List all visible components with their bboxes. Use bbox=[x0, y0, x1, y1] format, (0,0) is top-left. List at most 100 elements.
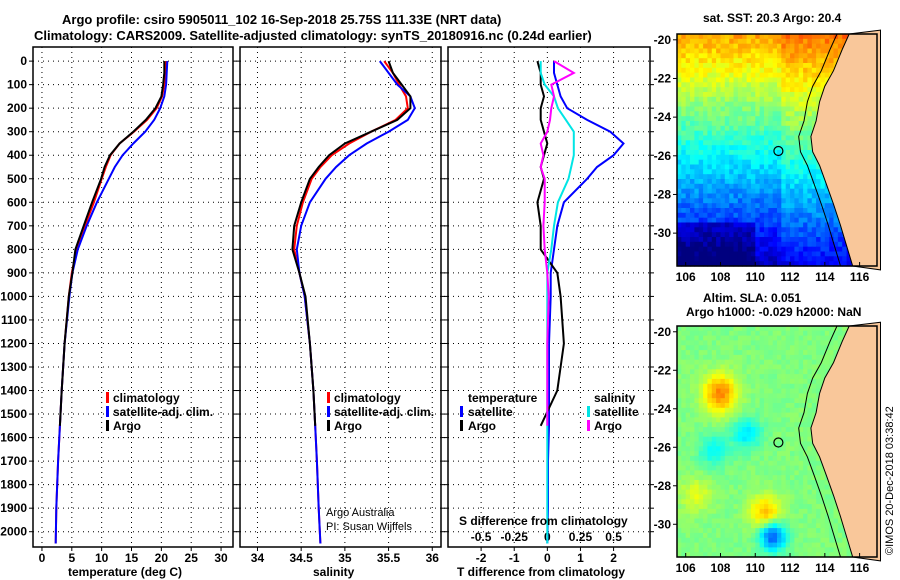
map-cell bbox=[720, 407, 726, 414]
map-cell bbox=[711, 246, 717, 253]
map-cell bbox=[703, 222, 708, 228]
map-cell bbox=[707, 354, 713, 361]
map-cell bbox=[711, 378, 717, 385]
map-cell bbox=[716, 518, 721, 524]
y-tick-label: -24 bbox=[654, 110, 672, 124]
map-cell bbox=[759, 330, 765, 337]
map-cell bbox=[707, 246, 713, 253]
map-cell bbox=[707, 130, 713, 137]
map-cell bbox=[685, 34, 691, 40]
map-cell bbox=[733, 111, 739, 117]
map-cell bbox=[768, 63, 774, 69]
map-cell bbox=[729, 246, 735, 253]
map-cell bbox=[750, 87, 756, 93]
map-cell bbox=[837, 227, 843, 233]
map-cell bbox=[811, 121, 817, 127]
map-cell bbox=[768, 345, 774, 351]
map-cell bbox=[703, 417, 708, 423]
map-cell bbox=[829, 532, 835, 539]
map-cell bbox=[703, 212, 708, 219]
map-cell bbox=[724, 455, 730, 462]
map-cell bbox=[777, 489, 782, 495]
map-cell bbox=[803, 116, 808, 122]
map-cell bbox=[794, 48, 800, 54]
map-cell bbox=[803, 552, 808, 558]
map-cell bbox=[829, 508, 835, 515]
map-cell bbox=[764, 154, 769, 161]
map-cell bbox=[772, 208, 778, 214]
map-cell bbox=[698, 335, 704, 341]
map-cell bbox=[694, 523, 700, 529]
map-cell bbox=[772, 460, 778, 467]
map-cell bbox=[768, 330, 774, 337]
map-cell bbox=[803, 335, 808, 341]
map-cell bbox=[790, 431, 795, 438]
map-cell bbox=[737, 106, 743, 112]
map-cell bbox=[724, 261, 730, 267]
map-cell bbox=[724, 77, 730, 83]
map-cell bbox=[690, 101, 695, 108]
map-cell bbox=[737, 340, 743, 346]
map-cell bbox=[729, 326, 735, 332]
map-cell bbox=[790, 489, 795, 495]
map-cell bbox=[746, 455, 752, 462]
map-cell bbox=[833, 335, 839, 341]
map-cell bbox=[790, 484, 795, 491]
map-cell bbox=[768, 217, 774, 224]
map-cell bbox=[733, 427, 739, 433]
map-cell bbox=[733, 552, 739, 558]
map-cell bbox=[677, 164, 682, 170]
map-cell bbox=[737, 237, 743, 243]
map-cell bbox=[703, 499, 708, 505]
map-cell bbox=[807, 154, 813, 161]
map-cell bbox=[742, 532, 748, 539]
map-cell bbox=[737, 427, 743, 433]
map-cell bbox=[746, 427, 752, 433]
map-cell bbox=[729, 130, 735, 137]
map-cell bbox=[750, 203, 756, 209]
map-cell bbox=[698, 77, 704, 83]
map-cell bbox=[824, 552, 830, 558]
map-cell bbox=[816, 393, 821, 399]
map-cell bbox=[707, 179, 713, 185]
map-cell bbox=[781, 537, 787, 544]
map-cell bbox=[681, 217, 687, 224]
map-cell bbox=[833, 504, 839, 510]
map-cell bbox=[816, 513, 821, 520]
map-cell bbox=[707, 364, 713, 370]
map-cell bbox=[729, 451, 735, 457]
map-cell bbox=[807, 532, 813, 539]
map-cell bbox=[798, 53, 804, 59]
map-cell bbox=[807, 547, 813, 553]
map-cell bbox=[794, 53, 800, 59]
map-cell bbox=[794, 72, 800, 79]
series-line-t-satellite bbox=[546, 61, 625, 544]
map-cell bbox=[785, 241, 791, 248]
map-cell bbox=[703, 518, 708, 524]
map-cell bbox=[698, 82, 704, 88]
map-cell bbox=[720, 383, 726, 390]
map-cell bbox=[781, 494, 787, 500]
map-cell bbox=[768, 193, 774, 199]
map-cell bbox=[729, 388, 735, 394]
y-tick-label: 400 bbox=[7, 148, 27, 162]
map-cell bbox=[716, 53, 721, 59]
map-cell bbox=[720, 154, 726, 161]
map-cell bbox=[733, 58, 739, 64]
map-cell bbox=[824, 212, 830, 219]
map-cell bbox=[781, 388, 787, 394]
map-cell bbox=[781, 92, 787, 98]
map-cell bbox=[703, 227, 708, 233]
map-cell bbox=[694, 96, 700, 103]
map-cell bbox=[816, 547, 821, 553]
map-cell bbox=[824, 528, 830, 534]
map-cell bbox=[755, 203, 761, 209]
map-cell bbox=[820, 87, 826, 93]
map-cell bbox=[711, 340, 717, 346]
map-cell bbox=[694, 48, 700, 54]
x-tick-label: 10 bbox=[95, 551, 109, 565]
map-cell bbox=[794, 528, 800, 534]
map-cell bbox=[746, 388, 752, 394]
map-cell bbox=[694, 77, 700, 83]
map-cell bbox=[764, 403, 769, 409]
